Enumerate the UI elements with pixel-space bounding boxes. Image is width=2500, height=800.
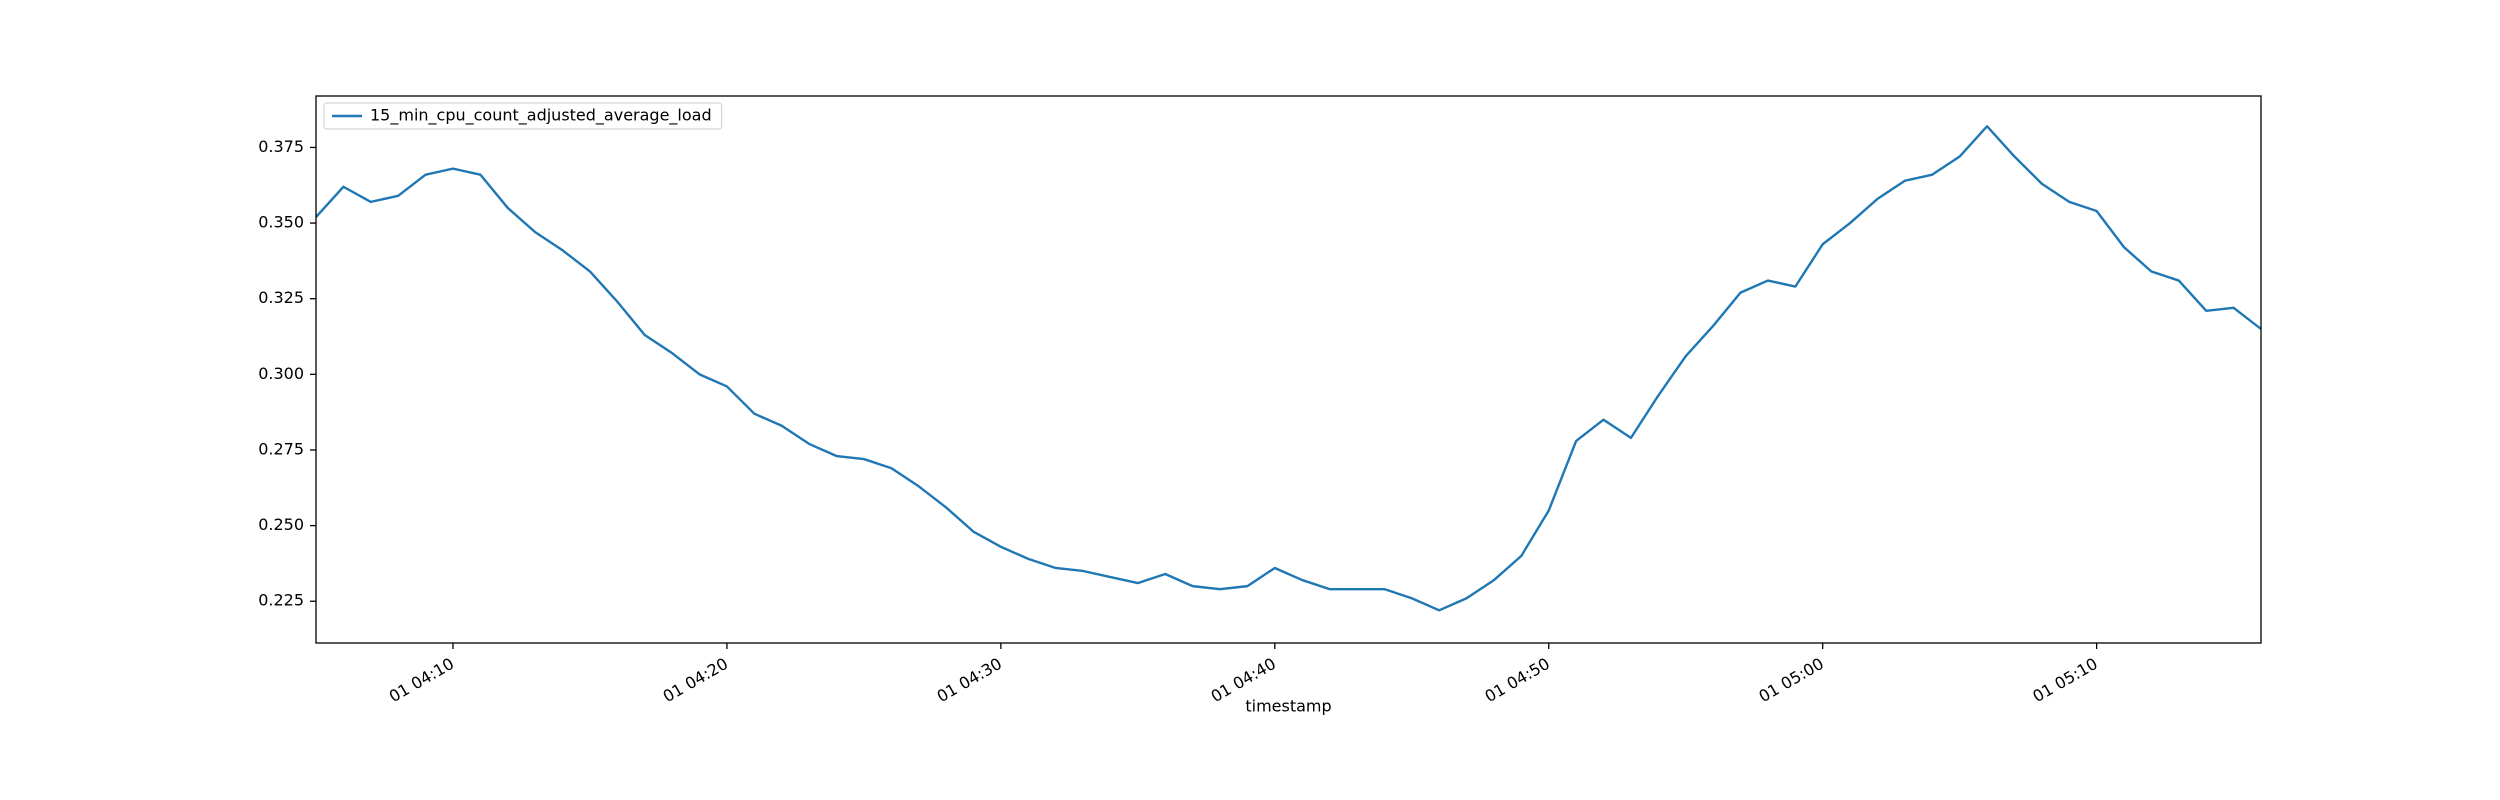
x-tick-label: 01 04:50 — [1482, 654, 1553, 706]
legend-label: 15_min_cpu_count_adjusted_average_load — [370, 106, 712, 126]
x-tick-label: 01 04:10 — [386, 654, 457, 706]
x-tick-label: 01 04:20 — [660, 654, 731, 706]
y-tick-label: 0.225 — [258, 591, 304, 610]
x-tick-label: 01 04:30 — [934, 654, 1005, 706]
y-tick-label: 0.275 — [258, 439, 304, 458]
y-tick-label: 0.350 — [258, 213, 304, 232]
x-tick-label: 01 05:10 — [2029, 654, 2100, 706]
data-line — [316, 125, 2261, 612]
plot-frame — [315, 95, 2262, 644]
y-tick-label: 0.300 — [258, 364, 304, 383]
y-tick-label: 0.325 — [258, 288, 304, 307]
y-tick-label: 0.250 — [258, 515, 304, 534]
y-tick-label: 0.375 — [258, 137, 304, 156]
x-tick-label: 01 05:00 — [1755, 654, 1826, 706]
x-axis-label: timestamp — [1245, 697, 1331, 716]
legend-box — [323, 102, 723, 130]
